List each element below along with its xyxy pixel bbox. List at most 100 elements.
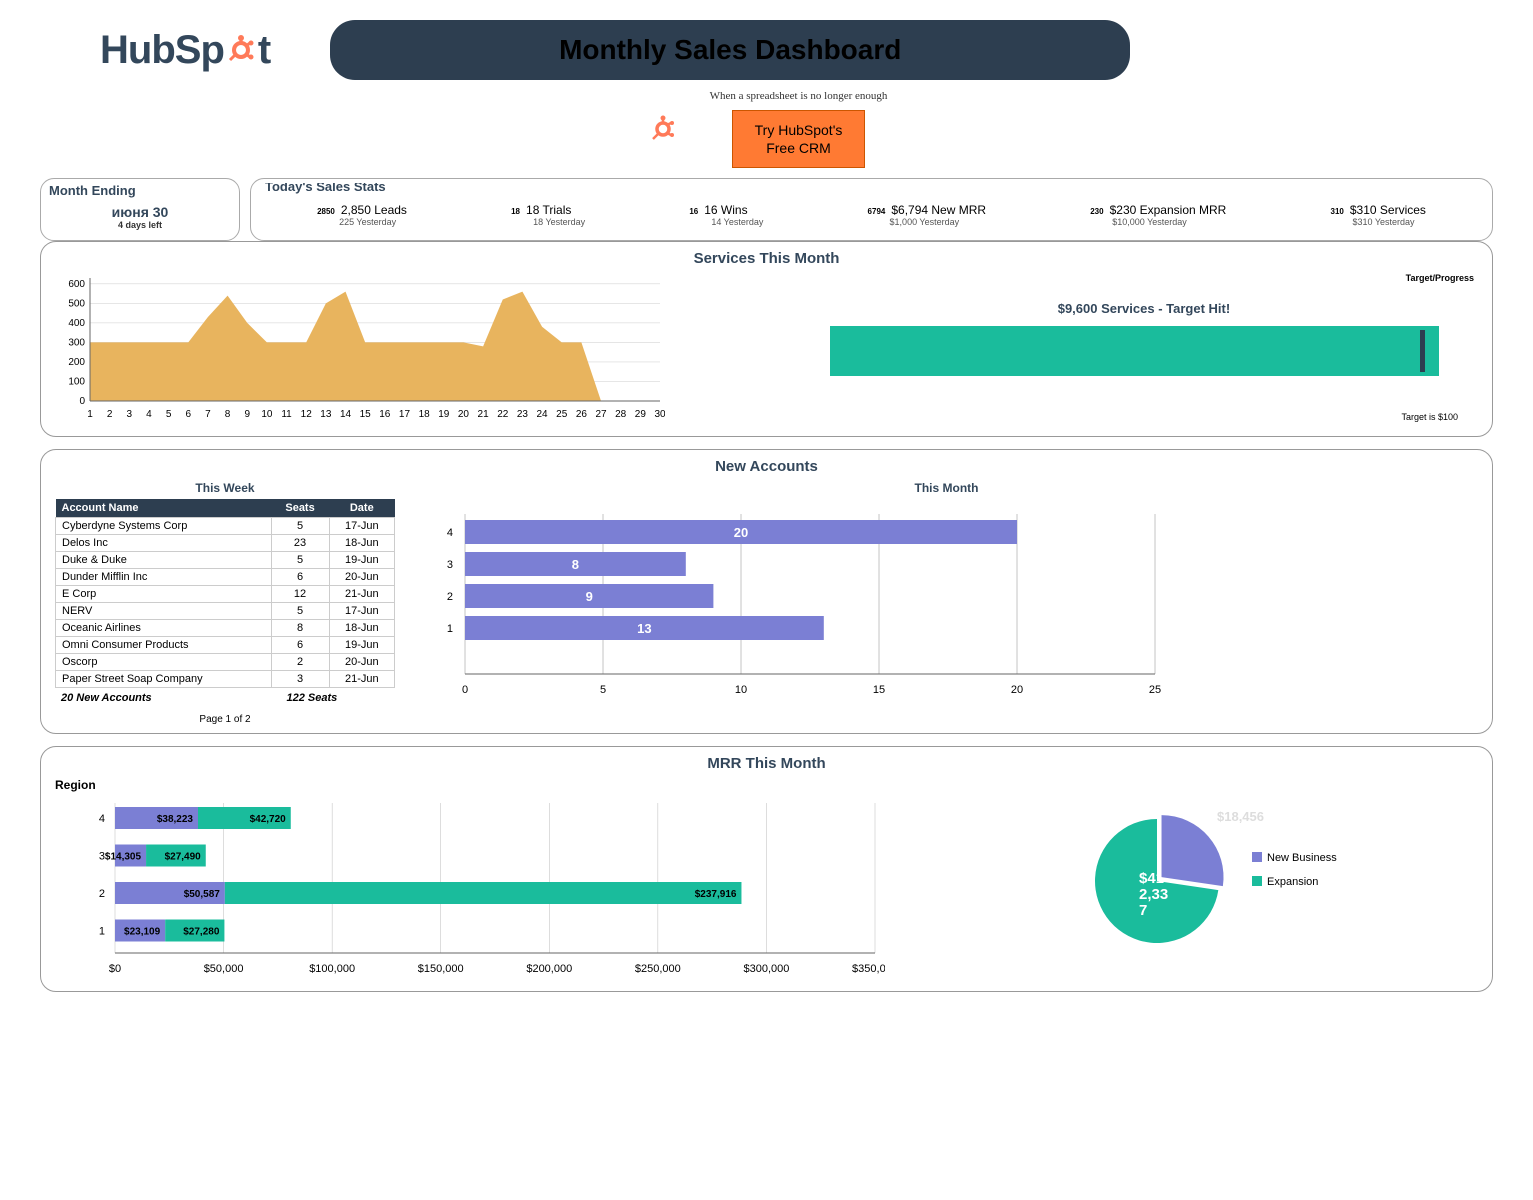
svg-text:25: 25 [556,409,568,420]
svg-text:12: 12 [301,409,313,420]
svg-text:$237,916: $237,916 [695,889,737,900]
logo-text: Hub [100,28,175,73]
svg-text:$200,000: $200,000 [526,963,572,975]
svg-text:200: 200 [68,357,85,368]
hubspot-logo: HubSp t [100,28,270,73]
svg-text:$23,109: $23,109 [124,927,161,938]
accounts-month-chart: This Month 0 5 10 15 20 25 20 4 8 3 9 2 13 1 [415,481,1478,725]
svg-text:29: 29 [635,409,647,420]
table-row: Dunder Mifflin Inc620-Jun [56,569,395,586]
svg-text:5: 5 [166,409,172,420]
svg-text:0: 0 [79,396,85,407]
svg-text:$41: $41 [1139,870,1164,887]
target-progress-label: Target/Progress [1406,273,1474,283]
mrr-bar-chart: Region $0$50,000$100,000$150,000$200,000… [55,778,1057,983]
svg-text:4: 4 [447,527,453,539]
table-row: E Corp1221-Jun [56,586,395,603]
svg-text:$50,000: $50,000 [204,963,244,975]
svg-text:$350,000: $350,000 [852,963,885,975]
svg-text:$38,223: $38,223 [157,814,194,825]
sprocket-icon [646,112,680,146]
svg-text:15: 15 [873,684,885,696]
progress-bar [830,326,1458,376]
svg-text:10: 10 [735,684,747,696]
svg-text:20: 20 [458,409,470,420]
svg-text:$42,720: $42,720 [250,814,287,825]
svg-text:5: 5 [600,684,606,696]
table-row: Cyberdyne Systems Corp517-Jun [56,518,395,535]
table-row: Omni Consumer Products619-Jun [56,637,395,654]
svg-text:600: 600 [68,279,85,290]
table-header: Date [329,499,394,518]
svg-text:30: 30 [654,409,665,420]
accounts-table: Account NameSeatsDate Cyberdyne Systems … [55,499,395,688]
this-month-title: This Month [415,481,1478,495]
svg-text:3: 3 [99,851,105,863]
svg-text:$14,305: $14,305 [105,852,142,863]
svg-text:$250,000: $250,000 [635,963,681,975]
month-date: июня 30 [55,204,225,220]
svg-text:14: 14 [340,409,352,420]
svg-text:2: 2 [107,409,113,420]
summary-accounts: 20 New Accounts [55,688,252,706]
mrr-panel: MRR This Month Region $0$50,000$100,000$… [40,746,1493,992]
svg-text:10: 10 [261,409,273,420]
svg-text:$27,490: $27,490 [165,852,202,863]
services-area-chart: 0100200300400500600123456789101112131415… [55,273,790,428]
month-ending-card: Month Ending июня 30 4 days left [40,178,240,241]
svg-text:13: 13 [320,409,332,420]
svg-text:20: 20 [734,525,748,540]
stat-item: 230$230 Expansion MRR$10,000 Yesterday [1090,203,1226,227]
svg-text:4: 4 [99,813,105,825]
svg-text:$50,587: $50,587 [184,889,221,900]
summary-seats: 122 Seats [252,688,372,706]
progress-target-text: Target is $100 [810,412,1458,422]
svg-text:$0: $0 [109,963,121,975]
svg-text:3: 3 [127,409,133,420]
svg-text:8: 8 [572,557,579,572]
svg-text:21: 21 [478,409,490,420]
todays-stats-card: Today's Sales Stats 28502,850 Leads225 Y… [250,178,1493,241]
svg-text:New Business: New Business [1267,852,1337,864]
svg-text:19: 19 [438,409,450,420]
progress-title: $9,600 Services - Target Hit! [810,301,1478,316]
sprocket-icon [224,33,258,67]
svg-text:9: 9 [586,589,593,604]
svg-text:11: 11 [281,409,292,420]
accounts-table-wrap: This Week Account NameSeatsDate Cyberdyn… [55,481,395,725]
svg-text:0: 0 [462,684,468,696]
dashboard-title: Monthly Sales Dashboard [330,20,1130,80]
services-progress: Target/Progress $9,600 Services - Target… [810,273,1478,428]
stat-item: 6794$6,794 New MRR$1,000 Yesterday [868,203,987,227]
svg-text:20: 20 [1011,684,1023,696]
svg-text:3: 3 [447,559,453,571]
svg-text:$100,000: $100,000 [309,963,355,975]
table-header: Account Name [56,499,272,518]
svg-text:23: 23 [517,409,529,420]
logo-text: Sp [175,28,224,73]
svg-text:16: 16 [379,409,391,420]
svg-text:500: 500 [68,299,85,310]
svg-text:$27,280: $27,280 [183,927,220,938]
svg-text:Expansion: Expansion [1267,876,1318,888]
table-header: Seats [271,499,329,518]
svg-text:$18,456: $18,456 [1217,809,1264,824]
svg-text:27: 27 [595,409,607,420]
table-row: Duke & Duke519-Jun [56,552,395,569]
promo-section: When a spreadsheet is no longer enough T… [40,90,1493,168]
services-panel: Services This Month 01002003004005006001… [40,241,1493,437]
todays-stats-label: Today's Sales Stats [265,183,1478,197]
svg-text:25: 25 [1149,684,1161,696]
mrr-pie-chart: $412,337$18,456New BusinessExpansion [1077,778,1478,983]
table-row: NERV517-Jun [56,603,395,620]
svg-text:2: 2 [447,591,453,603]
svg-text:1: 1 [447,623,453,635]
svg-text:13: 13 [637,621,651,636]
svg-text:400: 400 [68,318,85,329]
header: HubSp t Monthly Sales Dashboard [40,20,1493,80]
svg-text:2,33: 2,33 [1139,886,1168,903]
try-crm-button[interactable]: Try HubSpot's Free CRM [732,110,866,168]
svg-text:1: 1 [99,926,105,938]
stat-item: 28502,850 Leads225 Yesterday [317,203,407,227]
days-left: 4 days left [55,220,225,230]
